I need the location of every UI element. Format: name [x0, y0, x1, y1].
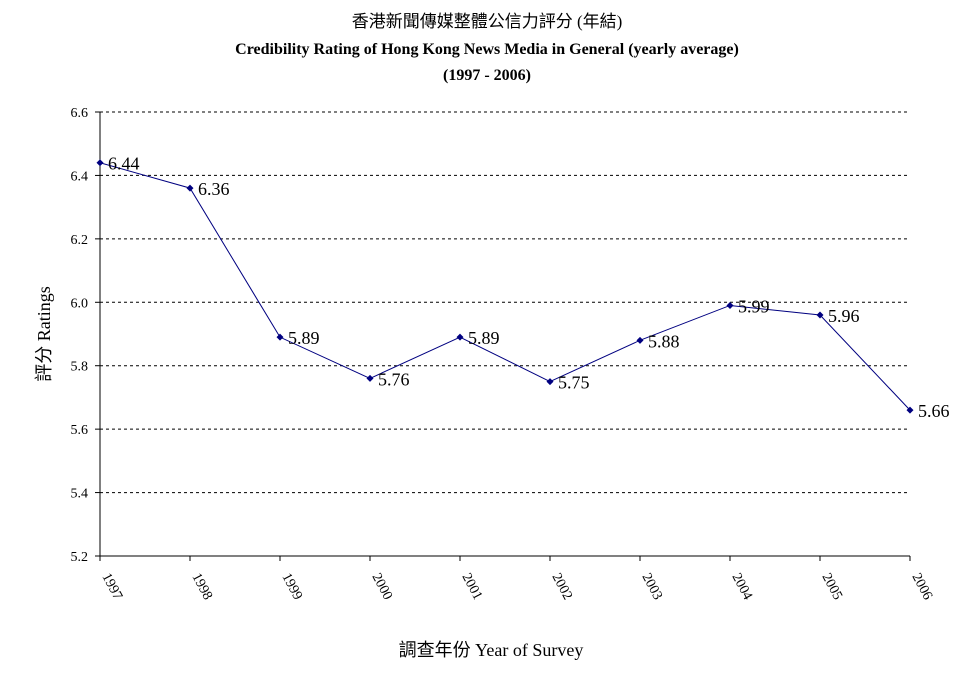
chart-title: 香港新聞傳媒整體公信力評分 (年結) [352, 12, 623, 31]
x-tick-label: 2003 [638, 571, 664, 603]
x-tick-label: 2001 [458, 571, 484, 603]
y-axis-title: 評分 Ratings [34, 286, 54, 382]
series-line [99, 162, 911, 411]
data-label: 6.36 [198, 179, 230, 199]
y-tick-label: 5.8 [71, 360, 89, 375]
y-tick-label: 6.4 [71, 169, 89, 184]
data-point [726, 301, 734, 309]
data-label: 5.89 [468, 328, 500, 348]
data-label: 5.99 [738, 296, 770, 316]
y-tick-labels: 5.2 5.4 5.6 5.8 6.0 6.2 6.4 6.6 [71, 106, 89, 565]
x-tick-labels: 1997 1998 1999 2000 2001 2002 2003 2004 2005 2006 [98, 571, 934, 603]
data-point [636, 336, 644, 344]
x-tick-label: 2005 [818, 571, 844, 603]
x-tick-label: 1998 [188, 571, 214, 603]
x-tick-label: 2000 [368, 571, 394, 603]
data-label: 5.88 [648, 331, 680, 351]
data-label: 5.96 [828, 306, 860, 326]
y-tick-label: 6.6 [71, 106, 89, 121]
series-layer [96, 159, 914, 414]
data-label: 5.66 [918, 401, 950, 421]
axes [95, 111, 911, 561]
data-label: 5.76 [378, 369, 410, 389]
data-point [546, 378, 554, 386]
data-labels: 6.44 6.36 5.89 5.76 5.89 5.75 5.88 5.99 5.96 5.66 [108, 154, 950, 421]
data-label: 5.89 [288, 328, 320, 348]
data-point [276, 333, 284, 341]
x-tick-label: 1997 [98, 571, 124, 603]
data-point [456, 333, 464, 341]
y-tick-label: 6.2 [71, 233, 89, 248]
x-tick-label: 1999 [278, 571, 304, 603]
chart-subtitle-years: (1997 - 2006) [443, 67, 531, 84]
data-point [906, 406, 914, 414]
chart-subtitle: Credibility Rating of Hong Kong News Med… [235, 41, 739, 58]
data-point [96, 159, 104, 167]
x-tick-label: 2006 [908, 571, 934, 603]
y-tick-label: 5.2 [71, 550, 89, 565]
y-tick-label: 5.6 [71, 423, 89, 438]
x-tick-label: 2004 [728, 571, 754, 603]
data-label: 5.75 [558, 373, 590, 393]
data-label: 6.44 [108, 154, 140, 174]
data-point [366, 374, 374, 382]
data-point [816, 311, 824, 319]
gridlines [100, 111, 910, 494]
data-point [186, 184, 194, 192]
y-tick-label: 6.0 [71, 296, 89, 311]
x-tick-label: 2002 [548, 571, 574, 603]
x-axis-title: 調查年份 Year of Survey [399, 640, 584, 660]
y-tick-label: 5.4 [71, 487, 89, 502]
